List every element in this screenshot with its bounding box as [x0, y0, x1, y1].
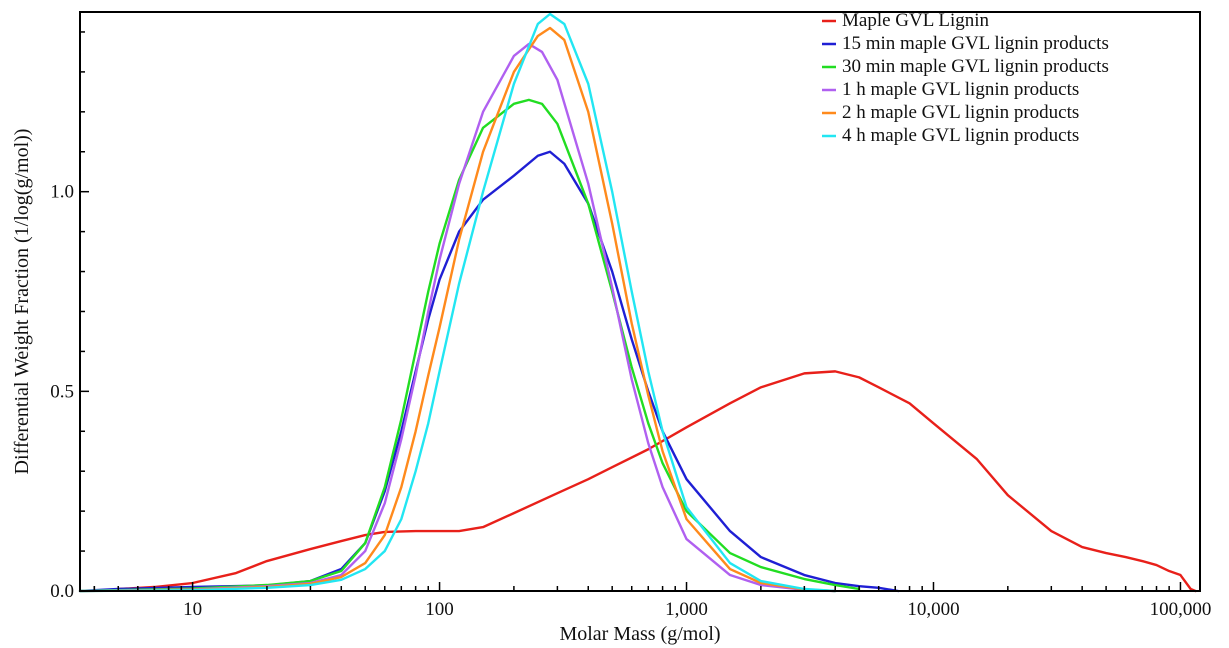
legend-label-4: 1 h maple GVL lignin products [842, 79, 1079, 100]
legend-label-1: Maple GVL Lignin [842, 10, 990, 31]
legend-label-2: 15 min maple GVL lignin products [842, 33, 1109, 54]
series-layer [78, 12, 1197, 593]
y-tick-label: 0.5 [50, 381, 74, 402]
x-axis-title: Molar Mass (g/mol) [559, 623, 720, 645]
series-line-2 [78, 150, 900, 593]
legend-label-5: 2 h maple GVL lignin products [842, 102, 1079, 123]
y-tick-label: 1.0 [50, 182, 74, 203]
series-line-3 [78, 98, 861, 593]
y-axis-title: Differential Weight Fraction (1/log(g/mo… [11, 129, 33, 475]
x-tick-label: 1,000 [665, 599, 708, 620]
y-tick-label: 0.0 [50, 581, 74, 602]
series-line-4 [78, 42, 837, 593]
x-axis: 10 100 1,000 10,000 100,000 [93, 582, 1212, 620]
series-line-5 [78, 26, 837, 593]
x-tick-label: 100 [425, 599, 454, 620]
series-line-1 [117, 370, 1197, 593]
legend-label-6: 4 h maple GVL lignin products [842, 125, 1079, 146]
x-tick-label: 10 [183, 599, 202, 620]
legend-label-3: 30 min maple GVL lignin products [842, 56, 1109, 77]
series-line-6 [78, 12, 837, 593]
y-axis: 0.0 0.5 1.0 [50, 31, 89, 602]
x-tick-label: 100,000 [1150, 599, 1212, 620]
plot-frame [79, 11, 1201, 592]
x-tick-label: 10,000 [907, 599, 959, 620]
